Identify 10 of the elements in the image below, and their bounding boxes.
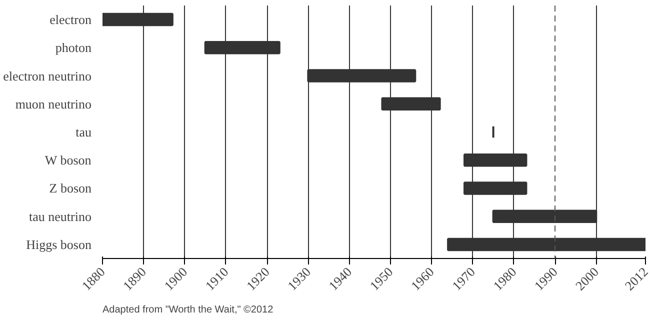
y-tick-label: Higgs boson [26,236,92,252]
y-tick-label: Z boson [49,180,92,196]
y-tick-label: electron [50,12,92,28]
y-tick-label: tau [76,124,92,140]
y-tick-label: photon [55,40,92,56]
y-tick-label: electron neutrino [3,68,92,84]
text: Adapted from "Worth the Wait," ©2012 [102,304,274,316]
y-tick-label: W boson [44,152,92,168]
y-tick-label: muon neutrino [15,96,92,112]
y-tick-label: tau neutrino [29,208,92,224]
